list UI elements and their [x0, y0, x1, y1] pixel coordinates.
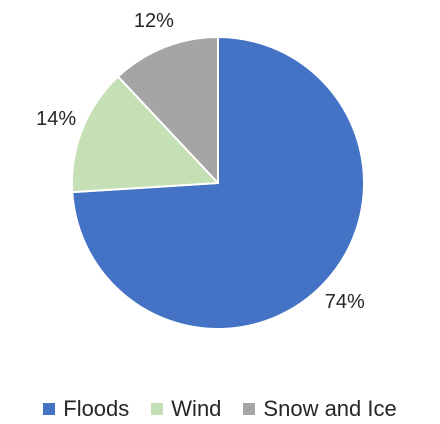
- legend-swatch-floods: [43, 403, 56, 415]
- legend-label-wind: Wind: [171, 396, 222, 421]
- pie-slice-wind: [71, 75, 219, 194]
- data-label-wind: 14%: [36, 108, 76, 130]
- data-label-snow-and-ice: 12%: [134, 10, 174, 32]
- legend: Floods Wind Snow and Ice: [0, 396, 440, 422]
- legend-item-floods: Floods: [43, 396, 129, 422]
- legend-swatch-wind: [151, 403, 164, 415]
- pie-slice-snow-and-ice: [117, 36, 219, 184]
- legend-swatch-snow-and-ice: [243, 403, 256, 415]
- legend-item-snow-and-ice: Snow and Ice: [243, 396, 397, 422]
- legend-item-wind: Wind: [151, 396, 221, 422]
- data-label-floods: 74%: [325, 291, 365, 313]
- legend-label-snow-and-ice: Snow and Ice: [263, 396, 397, 421]
- legend-label-floods: Floods: [63, 396, 130, 421]
